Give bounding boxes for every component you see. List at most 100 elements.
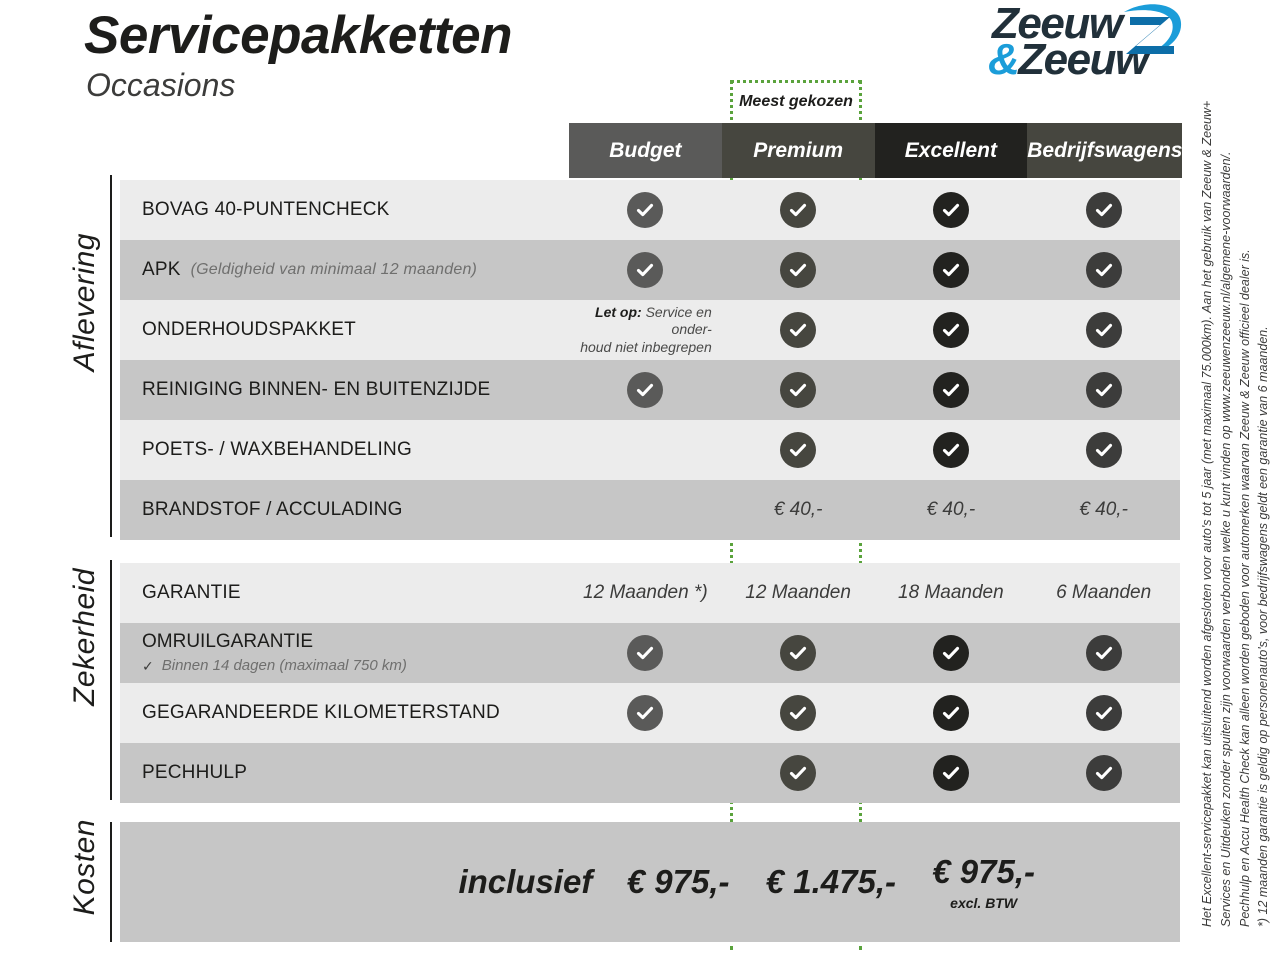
check-icon <box>1085 695 1122 731</box>
cell-premium <box>722 180 875 240</box>
small-check-icon: ✓ <box>142 657 154 674</box>
check-icon <box>1085 192 1122 228</box>
check-icon <box>780 192 817 228</box>
row-cells: € 40,- € 40,- € 40,- <box>569 480 1180 540</box>
row-cells <box>569 623 1180 683</box>
price-value: € 1.475,- <box>765 863 896 900</box>
check-icon <box>932 695 969 731</box>
cell-excellent <box>875 683 1028 743</box>
cell-budget-note: Let op: Service en onder- houd niet inbe… <box>569 300 722 360</box>
check-icon <box>932 372 969 408</box>
check-icon <box>1085 432 1122 468</box>
cell-premium <box>722 743 875 803</box>
table-row: PECHHULP <box>120 743 1180 803</box>
cell-premium: € 40,- <box>722 480 875 540</box>
cell-bedrijfswagens <box>1027 683 1180 743</box>
table-row: POETS- / WAXBEHANDELING <box>120 420 1180 480</box>
table-row: REINIGING BINNEN- EN BUITENZIJDE <box>120 360 1180 420</box>
check-icon <box>932 252 969 288</box>
row-label: GARANTIE <box>142 582 241 603</box>
cell-budget <box>569 420 722 480</box>
logo-ampersand: & <box>988 35 1020 84</box>
cell-budget <box>569 623 722 683</box>
disclaimer-line-1: Het Excellent-servicepakket kan uitsluit… <box>1200 100 1214 927</box>
check-icon <box>627 372 664 408</box>
budget-note-bold: Let op: <box>595 303 642 320</box>
cell-excellent <box>875 420 1028 480</box>
price-cell-bedrijfswagens: € 975,- excl. BTW <box>907 822 1060 942</box>
column-header-row: Budget Premium Excellent Bedrijfswagens <box>569 123 1183 178</box>
cell-premium <box>722 683 875 743</box>
cell-premium <box>722 623 875 683</box>
table-row: BOVAG 40-PUNTENCHECK <box>120 180 1180 240</box>
cell-excellent <box>875 743 1028 803</box>
cell-budget: 12 Maanden *) <box>569 563 722 623</box>
cell-budget <box>569 683 722 743</box>
row-cells <box>569 420 1180 480</box>
most-chosen-label: Meest gekozen <box>739 93 853 110</box>
row-label: GEGARANDEERDE KILOMETERSTAND <box>142 702 500 723</box>
row-cells <box>569 180 1180 240</box>
row-cells <box>569 300 1180 360</box>
cell-excellent <box>875 360 1028 420</box>
cell-value: € 40,- <box>773 499 823 520</box>
check-icon <box>932 432 969 468</box>
disclaimer-block: Het Excellent-servicepakket kan uitsluit… <box>1196 0 1270 960</box>
check-icon <box>780 695 817 731</box>
cell-excellent: 18 Maanden <box>875 563 1028 623</box>
row-label-main: OMRUILGARANTIE <box>142 631 314 653</box>
price-strip: inclusief € 975,- € 1.475,- € 975,- excl… <box>120 822 1180 942</box>
page-title: Servicepakketten <box>84 6 513 65</box>
check-icon <box>627 192 664 228</box>
row-label: BRANDSTOF / ACCULADING <box>142 499 403 520</box>
price-cell-budget: inclusief <box>449 822 602 942</box>
table-row: APK (Geldigheid van minimaal 12 maanden) <box>120 240 1180 300</box>
row-cells <box>569 743 1180 803</box>
cell-value: € 40,- <box>1079 499 1128 520</box>
cell-excellent: € 40,- <box>875 480 1028 540</box>
column-header-excellent[interactable]: Excellent <box>874 123 1028 178</box>
check-icon <box>1085 635 1122 671</box>
check-icon <box>932 192 969 228</box>
company-logo: Zeeuw &Zeeuw <box>988 1 1182 84</box>
column-header-budget[interactable]: Budget <box>569 123 722 178</box>
section-label-zekerheid: Zekerheid <box>46 560 112 800</box>
cell-value: 12 Maanden *) <box>583 582 708 603</box>
table-row: BRANDSTOF / ACCULADING € 40,- € 40,- € 4… <box>120 480 1180 540</box>
column-header-bedrijfswagens[interactable]: Bedrijfswagens <box>1027 123 1183 178</box>
price-note: excl. BTW <box>950 895 1018 911</box>
section-label-aflevering-text: Aflevering <box>68 233 101 372</box>
table-row: GARANTIE 12 Maanden *) 12 Maanden 18 Maa… <box>120 563 1180 623</box>
cell-premium <box>722 300 875 360</box>
row-cells <box>569 683 1180 743</box>
cell-premium <box>722 420 875 480</box>
cell-bedrijfswagens <box>1027 180 1180 240</box>
cell-premium <box>722 360 875 420</box>
column-header-premium[interactable]: Premium <box>721 123 875 178</box>
cell-bedrijfswagens <box>1027 300 1180 360</box>
price-value: € 975,- <box>932 853 1035 890</box>
check-icon <box>780 755 817 791</box>
cell-value: 18 Maanden <box>898 582 1004 603</box>
cell-budget <box>569 743 722 803</box>
cell-value: € 40,- <box>926 499 976 520</box>
cell-bedrijfswagens <box>1027 240 1180 300</box>
check-icon <box>780 372 817 408</box>
check-icon <box>780 432 817 468</box>
page-title-block: Servicepakketten Occasions <box>84 6 513 103</box>
check-icon <box>1085 312 1122 348</box>
check-icon <box>932 755 969 791</box>
section-label-kosten-text: Kosten <box>68 819 101 916</box>
row-label: OMRUILGARANTIE ✓ Binnen 14 dagen (maxima… <box>142 623 407 683</box>
cell-premium <box>722 240 875 300</box>
cell-excellent <box>875 240 1028 300</box>
section-aflevering-rows: BOVAG 40-PUNTENCHECK APK (Geldigheid van … <box>120 180 1180 540</box>
cell-bedrijfswagens: 6 Maanden <box>1027 563 1180 623</box>
check-icon <box>1085 252 1122 288</box>
check-icon <box>1085 372 1122 408</box>
disclaimer-line-4: *) 12 maanden garantie is geldig op pers… <box>1256 326 1271 927</box>
cell-budget <box>569 300 722 360</box>
cell-bedrijfswagens <box>1027 420 1180 480</box>
cell-excellent <box>875 180 1028 240</box>
check-icon <box>627 695 664 731</box>
